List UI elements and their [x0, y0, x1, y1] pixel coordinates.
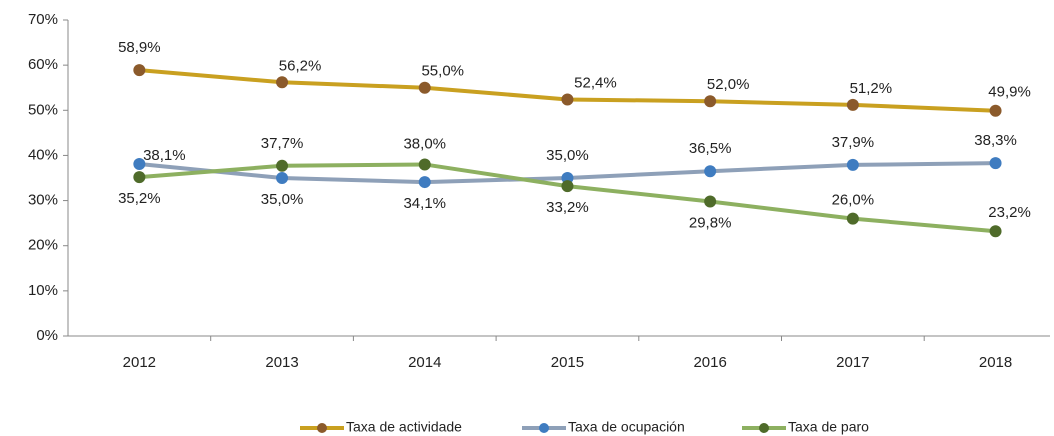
data-label: 36,5%: [689, 140, 732, 157]
y-tick-label: 30%: [28, 192, 58, 209]
legend-marker: [317, 423, 327, 433]
point: [989, 225, 1002, 238]
legend-label: Taxa de actividade: [346, 419, 462, 435]
data-label: 38,3%: [974, 132, 1017, 149]
x-tick-label: 2013: [265, 354, 298, 371]
point: [133, 64, 146, 77]
x-tick-label: 2012: [123, 354, 156, 371]
point: [133, 171, 146, 184]
data-label: 52,0%: [707, 76, 750, 93]
legend-label: Taxa de paro: [788, 419, 869, 435]
point: [276, 76, 289, 89]
data-label: 34,1%: [403, 195, 446, 212]
legend-marker: [759, 423, 769, 433]
data-label: 33,2%: [546, 199, 589, 216]
y-tick-label: 10%: [28, 282, 58, 299]
point: [561, 93, 574, 106]
point: [704, 95, 717, 108]
y-tick-label: 40%: [28, 146, 58, 163]
data-label: 35,2%: [118, 190, 161, 207]
legend-marker: [539, 423, 549, 433]
x-tick-label: 2017: [836, 354, 869, 371]
y-tick-label: 0%: [36, 327, 58, 344]
point: [418, 176, 431, 189]
point: [989, 104, 1002, 117]
point: [418, 158, 431, 171]
data-label: 35,0%: [546, 147, 589, 164]
y-tick-label: 70%: [28, 11, 58, 28]
point: [989, 157, 1002, 170]
data-label: 23,2%: [988, 204, 1031, 221]
data-label: 56,2%: [279, 57, 322, 74]
point: [418, 81, 431, 94]
data-label: 29,8%: [689, 214, 732, 231]
data-label: 52,4%: [574, 74, 617, 91]
data-label: 37,7%: [261, 135, 304, 152]
point: [846, 158, 859, 171]
x-tick-label: 2014: [408, 354, 441, 371]
point: [704, 195, 717, 208]
x-tick-label: 2016: [693, 354, 726, 371]
data-label: 51,2%: [850, 80, 893, 97]
data-label: 35,0%: [261, 191, 304, 208]
data-label: 55,0%: [421, 63, 464, 80]
data-label: 49,9%: [988, 84, 1031, 101]
data-label: 26,0%: [832, 192, 875, 209]
x-tick-label: 2015: [551, 354, 584, 371]
data-label: 37,9%: [832, 134, 875, 151]
x-tick-label: 2018: [979, 354, 1012, 371]
y-tick-label: 60%: [28, 56, 58, 73]
data-label: 58,9%: [118, 39, 161, 56]
point: [846, 98, 859, 111]
y-tick-label: 20%: [28, 237, 58, 254]
legend-label: Taxa de ocupación: [568, 419, 685, 435]
y-tick-label: 50%: [28, 101, 58, 118]
point: [276, 172, 289, 184]
point: [846, 212, 859, 225]
point: [133, 158, 146, 171]
data-label: 38,1%: [143, 147, 186, 164]
point: [561, 180, 574, 193]
data-label: 38,0%: [403, 135, 446, 152]
point: [276, 159, 289, 172]
point: [704, 165, 717, 178]
